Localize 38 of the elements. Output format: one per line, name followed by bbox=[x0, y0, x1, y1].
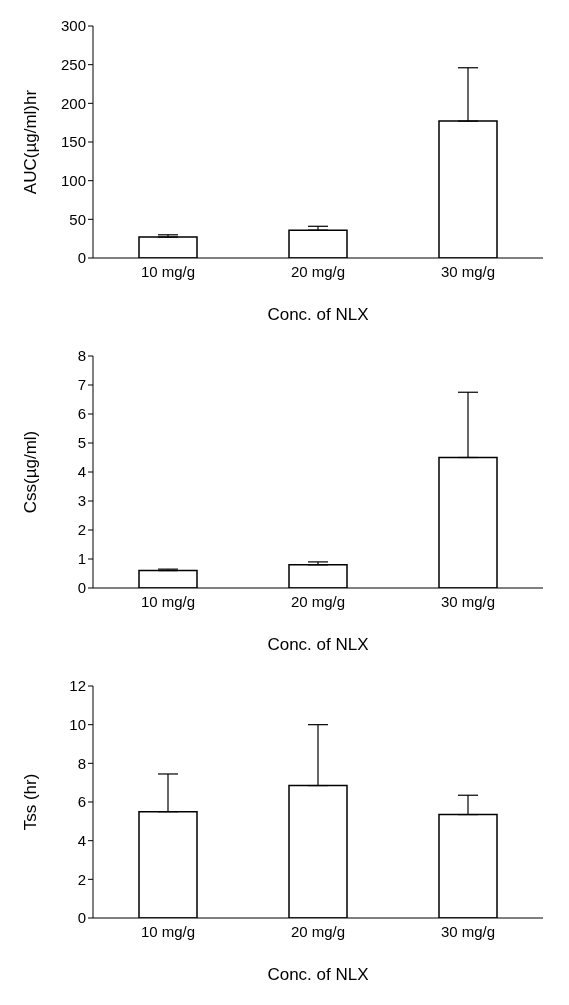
y-tick-label: 150 bbox=[60, 133, 86, 151]
x-tick-label: 20 mg/g bbox=[290, 592, 346, 610]
y-tick-label: 0 bbox=[77, 909, 86, 927]
x-axis-title: Conc. of NLX bbox=[267, 965, 369, 984]
y-tick-label: 7 bbox=[77, 376, 86, 394]
y-tick-label: 8 bbox=[77, 754, 86, 772]
y-axis-title: AUC(µg/ml)hr bbox=[21, 89, 41, 195]
y-axis-title: Tss (hr) bbox=[21, 773, 41, 831]
y-tick-label: 2 bbox=[77, 870, 86, 888]
y-tick-label: 8 bbox=[77, 347, 86, 365]
y-tick-label: 1 bbox=[77, 550, 86, 568]
x-axis-title: Conc. of NLX bbox=[267, 305, 369, 324]
y-tick-label: 0 bbox=[77, 579, 86, 597]
y-tick-label: 4 bbox=[77, 463, 86, 481]
x-tick-label: 10 mg/g bbox=[140, 262, 196, 280]
y-tick-label: 0 bbox=[77, 249, 86, 267]
y-tick-label: 3 bbox=[77, 492, 86, 510]
y-tick-label: 10 bbox=[69, 715, 86, 733]
x-tick-label: 10 mg/g bbox=[140, 922, 196, 940]
y-tick-label: 4 bbox=[77, 831, 86, 849]
x-axis-title: Conc. of NLX bbox=[267, 635, 369, 654]
x-tick-label: 30 mg/g bbox=[440, 922, 496, 940]
x-tick-label: 10 mg/g bbox=[140, 592, 196, 610]
y-tick-label: 2 bbox=[77, 521, 86, 539]
y-axis-title: Css(µg/ml) bbox=[21, 430, 41, 514]
x-tick-label: 30 mg/g bbox=[440, 262, 496, 280]
x-tick-label: 20 mg/g bbox=[290, 262, 346, 280]
y-tick-label: 6 bbox=[77, 405, 86, 423]
y-tick-label: 300 bbox=[60, 17, 86, 35]
y-tick-label: 6 bbox=[77, 793, 86, 811]
y-tick-label: 100 bbox=[60, 171, 86, 189]
y-tick-label: 5 bbox=[77, 434, 86, 452]
y-tick-label: 50 bbox=[69, 210, 86, 228]
y-tick-label: 250 bbox=[60, 55, 86, 73]
x-tick-label: 20 mg/g bbox=[290, 922, 346, 940]
x-tick-label: 30 mg/g bbox=[440, 592, 496, 610]
y-tick-label: 12 bbox=[69, 677, 86, 695]
y-tick-label: 200 bbox=[60, 94, 86, 112]
